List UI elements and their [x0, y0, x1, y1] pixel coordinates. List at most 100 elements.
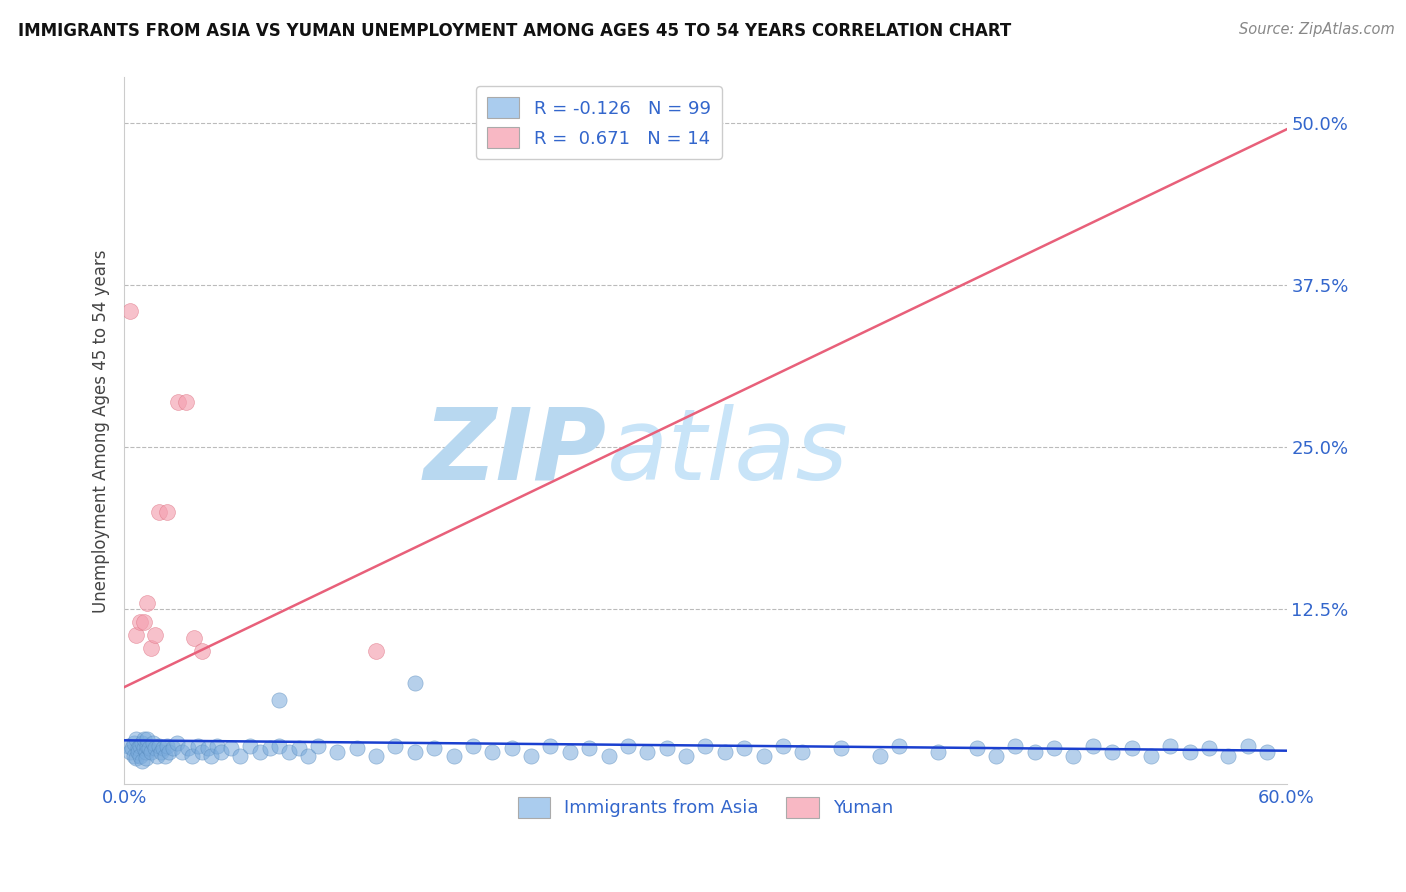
Point — [984, 748, 1007, 763]
Point — [141, 745, 163, 759]
Point — [830, 741, 852, 756]
Point — [122, 736, 145, 750]
Point — [152, 741, 174, 756]
Legend: Immigrants from Asia, Yuman: Immigrants from Asia, Yuman — [510, 789, 900, 825]
Point — [190, 644, 212, 658]
Point — [148, 739, 170, 753]
Point — [132, 615, 155, 630]
Point — [1024, 745, 1046, 759]
Point — [326, 745, 349, 759]
Point — [655, 741, 678, 756]
Point — [131, 736, 153, 750]
Point — [617, 739, 640, 753]
Point — [132, 741, 155, 756]
Point — [1063, 748, 1085, 763]
Point — [229, 748, 252, 763]
Point — [249, 745, 271, 759]
Text: Source: ZipAtlas.com: Source: ZipAtlas.com — [1239, 22, 1395, 37]
Point — [1121, 741, 1143, 756]
Point — [125, 732, 148, 747]
Point — [239, 739, 262, 753]
Point — [887, 739, 910, 753]
Point — [156, 505, 179, 519]
Point — [150, 745, 173, 759]
Point — [136, 739, 159, 753]
Point — [287, 741, 309, 756]
Point — [183, 631, 205, 645]
Point — [138, 741, 160, 756]
Point — [143, 741, 166, 756]
Point — [190, 745, 212, 759]
Point — [1237, 739, 1260, 753]
Point — [966, 741, 988, 756]
Point — [125, 751, 148, 765]
Point — [578, 741, 600, 756]
Point — [146, 748, 169, 763]
Point — [219, 741, 242, 756]
Point — [187, 739, 209, 753]
Point — [538, 739, 561, 753]
Point — [364, 748, 387, 763]
Point — [1198, 741, 1220, 756]
Point — [127, 741, 149, 756]
Point — [675, 748, 697, 763]
Point — [1159, 739, 1181, 753]
Point — [1256, 745, 1278, 759]
Point — [1004, 739, 1026, 753]
Point — [259, 741, 281, 756]
Point — [174, 394, 197, 409]
Point — [135, 751, 157, 765]
Point — [128, 615, 150, 630]
Point — [713, 745, 735, 759]
Point — [1081, 739, 1104, 753]
Point — [404, 745, 426, 759]
Point — [307, 739, 329, 753]
Y-axis label: Unemployment Among Ages 45 to 54 years: Unemployment Among Ages 45 to 54 years — [93, 249, 110, 613]
Point — [118, 745, 141, 759]
Point — [636, 745, 658, 759]
Point — [1043, 741, 1066, 756]
Point — [752, 748, 775, 763]
Point — [205, 739, 228, 753]
Point — [558, 745, 581, 759]
Point — [121, 741, 143, 756]
Point — [520, 748, 543, 763]
Point — [136, 596, 159, 610]
Point — [157, 745, 180, 759]
Point — [1140, 748, 1163, 763]
Point — [481, 745, 503, 759]
Point — [132, 732, 155, 747]
Point — [200, 748, 222, 763]
Point — [162, 741, 184, 756]
Point — [277, 745, 299, 759]
Point — [166, 736, 188, 750]
Point — [128, 748, 150, 763]
Text: ZIP: ZIP — [423, 404, 606, 500]
Text: IMMIGRANTS FROM ASIA VS YUMAN UNEMPLOYMENT AMONG AGES 45 TO 54 YEARS CORRELATION: IMMIGRANTS FROM ASIA VS YUMAN UNEMPLOYME… — [18, 22, 1011, 40]
Point — [148, 505, 170, 519]
Point — [443, 748, 465, 763]
Point — [1101, 745, 1123, 759]
Point — [135, 745, 157, 759]
Point — [122, 748, 145, 763]
Point — [131, 754, 153, 768]
Point — [297, 748, 319, 763]
Point — [269, 739, 291, 753]
Point — [346, 741, 368, 756]
Point — [142, 736, 165, 750]
Point — [156, 739, 179, 753]
Point — [695, 739, 717, 753]
Point — [501, 741, 523, 756]
Point — [141, 641, 163, 656]
Point — [772, 739, 794, 753]
Point — [143, 628, 166, 642]
Point — [869, 748, 891, 763]
Point — [181, 748, 204, 763]
Text: atlas: atlas — [606, 404, 848, 500]
Point — [461, 739, 484, 753]
Point — [269, 693, 291, 707]
Point — [384, 739, 406, 753]
Point — [404, 676, 426, 690]
Point — [209, 745, 232, 759]
Point — [364, 644, 387, 658]
